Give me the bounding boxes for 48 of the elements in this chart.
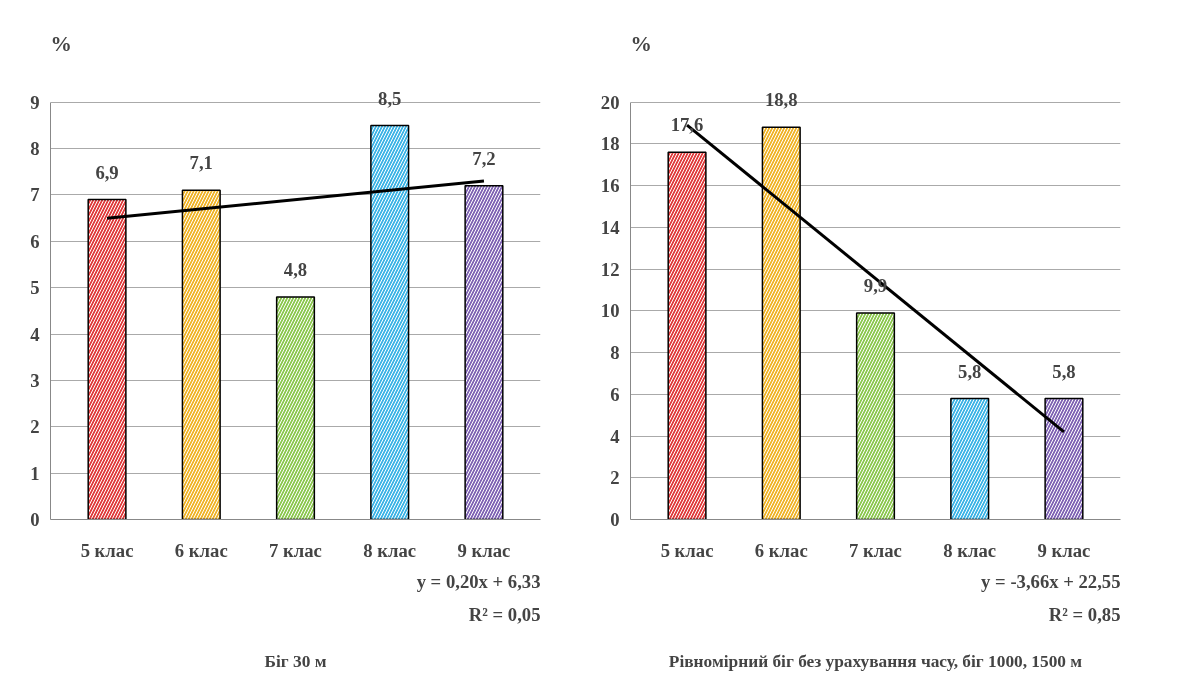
- y-tick-label: 10: [600, 300, 620, 322]
- data-label: 7,2: [472, 147, 496, 169]
- y-tick-label: 9: [30, 91, 40, 113]
- y-tick-label: 5: [30, 277, 40, 299]
- data-label: 4,8: [283, 259, 308, 281]
- y-tick-label: 1: [30, 462, 40, 484]
- x-tick-label: 6 клас: [174, 539, 228, 561]
- y-tick-label: 12: [600, 258, 620, 280]
- y-tick-label: 8: [30, 138, 40, 160]
- data-label: 18,8: [764, 89, 798, 111]
- x-tick-label: 7 клас: [849, 539, 902, 561]
- y-tick-label: 20: [600, 91, 620, 113]
- data-label: 7,1: [189, 152, 213, 174]
- y-tick-label: 6: [610, 383, 620, 405]
- y-tick-label: 0: [30, 509, 40, 530]
- data-label: 6,9: [95, 161, 119, 183]
- data-label: 5,8: [958, 360, 982, 382]
- x-tick-label: 6 клас: [754, 539, 808, 561]
- text: R² = 0,05: [468, 603, 541, 625]
- x-tick-label: 8 клас: [943, 539, 997, 561]
- y-tick-label: 14: [600, 216, 620, 238]
- y-tick-label: 4: [610, 425, 620, 447]
- text: y = 0,20x + 6,33: [416, 570, 541, 592]
- data-label: 8,5: [378, 87, 402, 109]
- text: Біг 30 м: [264, 651, 327, 671]
- y-axis-title: %: [630, 31, 652, 56]
- y-tick-label: 2: [610, 467, 620, 489]
- y-tick-label: 7: [30, 184, 40, 206]
- y-axis-title: %: [50, 31, 72, 56]
- y-tick-label: 2: [30, 416, 40, 438]
- y-tick-label: 6: [30, 230, 40, 252]
- y-tick-label: 16: [600, 175, 620, 197]
- y-tick-label: 0: [610, 509, 620, 530]
- text: Рівномірний біг без урахування часу, біг 1000, 1500 м: [668, 651, 1083, 671]
- x-tick-label: 9 клас: [457, 539, 511, 561]
- data-label: 17,6: [670, 114, 704, 136]
- data-label: 5,8: [1052, 360, 1076, 382]
- y-tick-label: 4: [30, 323, 40, 345]
- y-tick-label: 3: [30, 369, 40, 391]
- text: R² = 0,85: [1048, 603, 1121, 625]
- x-tick-label: 8 клас: [363, 539, 417, 561]
- x-tick-label: 7 клас: [269, 539, 322, 561]
- x-tick-label: 5 клас: [660, 539, 714, 561]
- y-tick-label: 18: [600, 133, 620, 155]
- y-tick-label: 8: [610, 342, 620, 364]
- x-tick-label: 9 клас: [1037, 539, 1091, 561]
- text: y = -3,66x + 22,55: [981, 570, 1121, 592]
- x-tick-label: 5 клас: [80, 539, 134, 561]
